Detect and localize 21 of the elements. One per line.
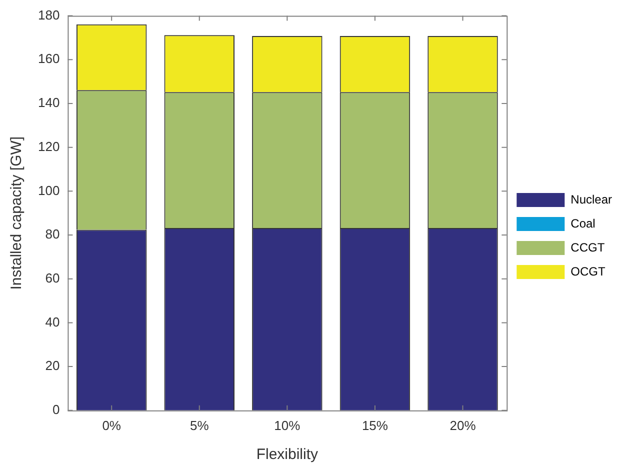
x-tick-label: 20% xyxy=(450,418,476,433)
legend-label: Coal xyxy=(570,216,596,230)
x-tick-label: 15% xyxy=(362,418,388,433)
y-tick-label: 160 xyxy=(38,51,60,66)
y-tick-label: 0 xyxy=(52,402,60,417)
y-tick-label: 140 xyxy=(38,95,60,110)
y-tick-label: 20 xyxy=(45,358,60,374)
x-tick-label: 0% xyxy=(102,418,122,433)
y-tick-label: 180 xyxy=(38,7,60,22)
y-tick-label: 80 xyxy=(45,226,60,242)
y-axis-title: Installed capacity [GW] xyxy=(8,136,26,290)
y-tick-label: 40 xyxy=(45,314,60,330)
x-tick-label: 5% xyxy=(190,418,210,433)
x-tick-label: 10% xyxy=(274,418,301,433)
x-axis-title: Flexibility xyxy=(256,446,319,464)
y-tick-label: 60 xyxy=(45,270,60,286)
legend-label: Nuclear xyxy=(570,192,612,206)
y-tick-label: 120 xyxy=(38,138,60,154)
y-tick-label: 100 xyxy=(38,182,60,198)
legend-label: OCGT xyxy=(570,264,606,278)
legend-label: CCGT xyxy=(570,240,606,254)
